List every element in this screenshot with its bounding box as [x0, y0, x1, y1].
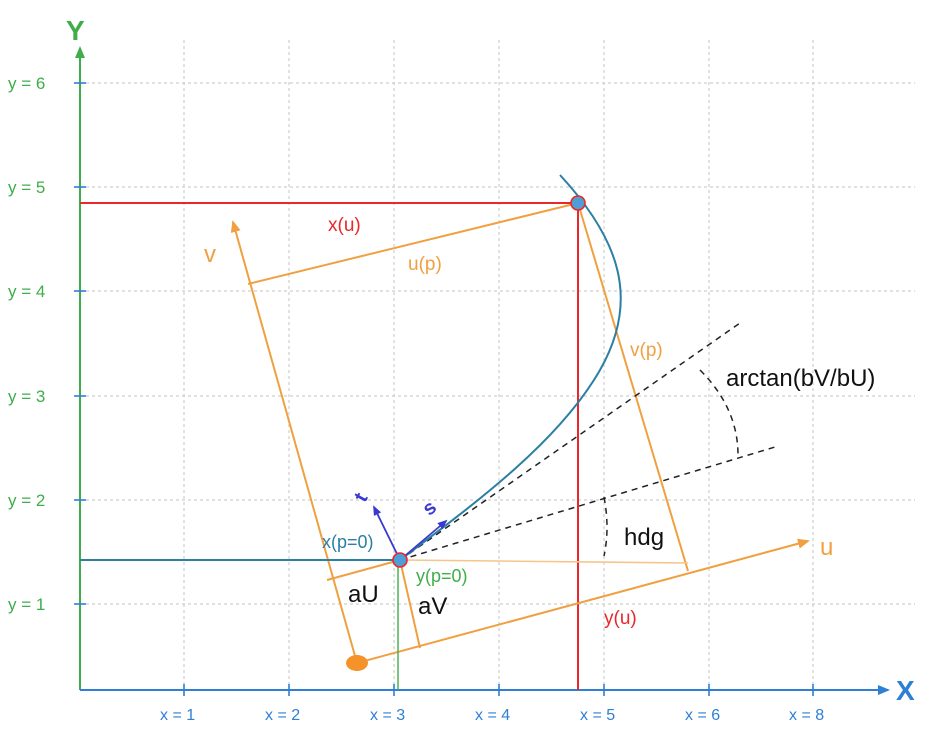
- v-axis-line: [230, 220, 358, 664]
- arctan-arc: [699, 369, 739, 456]
- y-tick-label-1: y = 1: [8, 595, 45, 614]
- x-axis-title: X: [896, 675, 915, 706]
- start-point: [392, 552, 408, 568]
- u-axis-label: u: [820, 534, 833, 561]
- aV-label: aV: [418, 593, 447, 620]
- x-tick-label-3: x = 3: [370, 707, 405, 724]
- aU-label: aU: [348, 581, 379, 608]
- v-axis-label: v: [204, 241, 216, 268]
- y-tick-label-4: y = 4: [8, 282, 45, 301]
- x-tick-label-8: x = 8: [789, 707, 824, 724]
- u-p-line: [247, 202, 579, 285]
- y-tick-label-3: y = 3: [8, 387, 45, 406]
- t-vector: [373, 505, 401, 561]
- hdg-label: hdg: [624, 524, 664, 551]
- grid: [80, 40, 915, 690]
- y-u-label: y(u): [604, 608, 637, 629]
- local-origin-point: [346, 655, 368, 671]
- parametric-curve: [399, 174, 622, 561]
- y-tick-label-6: y = 6: [8, 74, 45, 93]
- x-tick-label-6: x = 6: [685, 707, 720, 724]
- y-axis-title: Y: [66, 15, 85, 46]
- x-tick-label-4: x = 4: [475, 707, 510, 724]
- s-label: s: [418, 496, 441, 520]
- heading-reference-line: [399, 559, 689, 564]
- t-label: t: [350, 489, 373, 506]
- axis-ticks: [74, 82, 814, 696]
- end-point: [570, 195, 586, 211]
- x-p0-label: x(p=0): [322, 532, 374, 552]
- x-tick-label-2: x = 2: [265, 707, 300, 724]
- y-tick-label-2: y = 2: [8, 491, 45, 510]
- x-tick-label-1: x = 1: [160, 707, 195, 724]
- x-tick-label-5: x = 5: [580, 707, 615, 724]
- u-axis-line: [356, 538, 810, 664]
- s-vector: [399, 519, 448, 561]
- aU-line: [326, 559, 401, 581]
- aV-line: [399, 559, 421, 649]
- x-u-label: x(u): [328, 215, 361, 236]
- hdg-arc: [603, 496, 608, 557]
- v-p-label: v(p): [630, 340, 663, 361]
- arctan-label: arctan(bV/bU): [726, 365, 875, 392]
- tangent-dashed-line: [399, 322, 741, 561]
- y-tick-label-5: y = 5: [8, 178, 45, 197]
- v-p-line: [577, 202, 689, 572]
- u-p-label: u(p): [408, 254, 442, 275]
- y-p0-label: y(p=0): [416, 566, 468, 586]
- heading-dashed-line: [399, 446, 776, 561]
